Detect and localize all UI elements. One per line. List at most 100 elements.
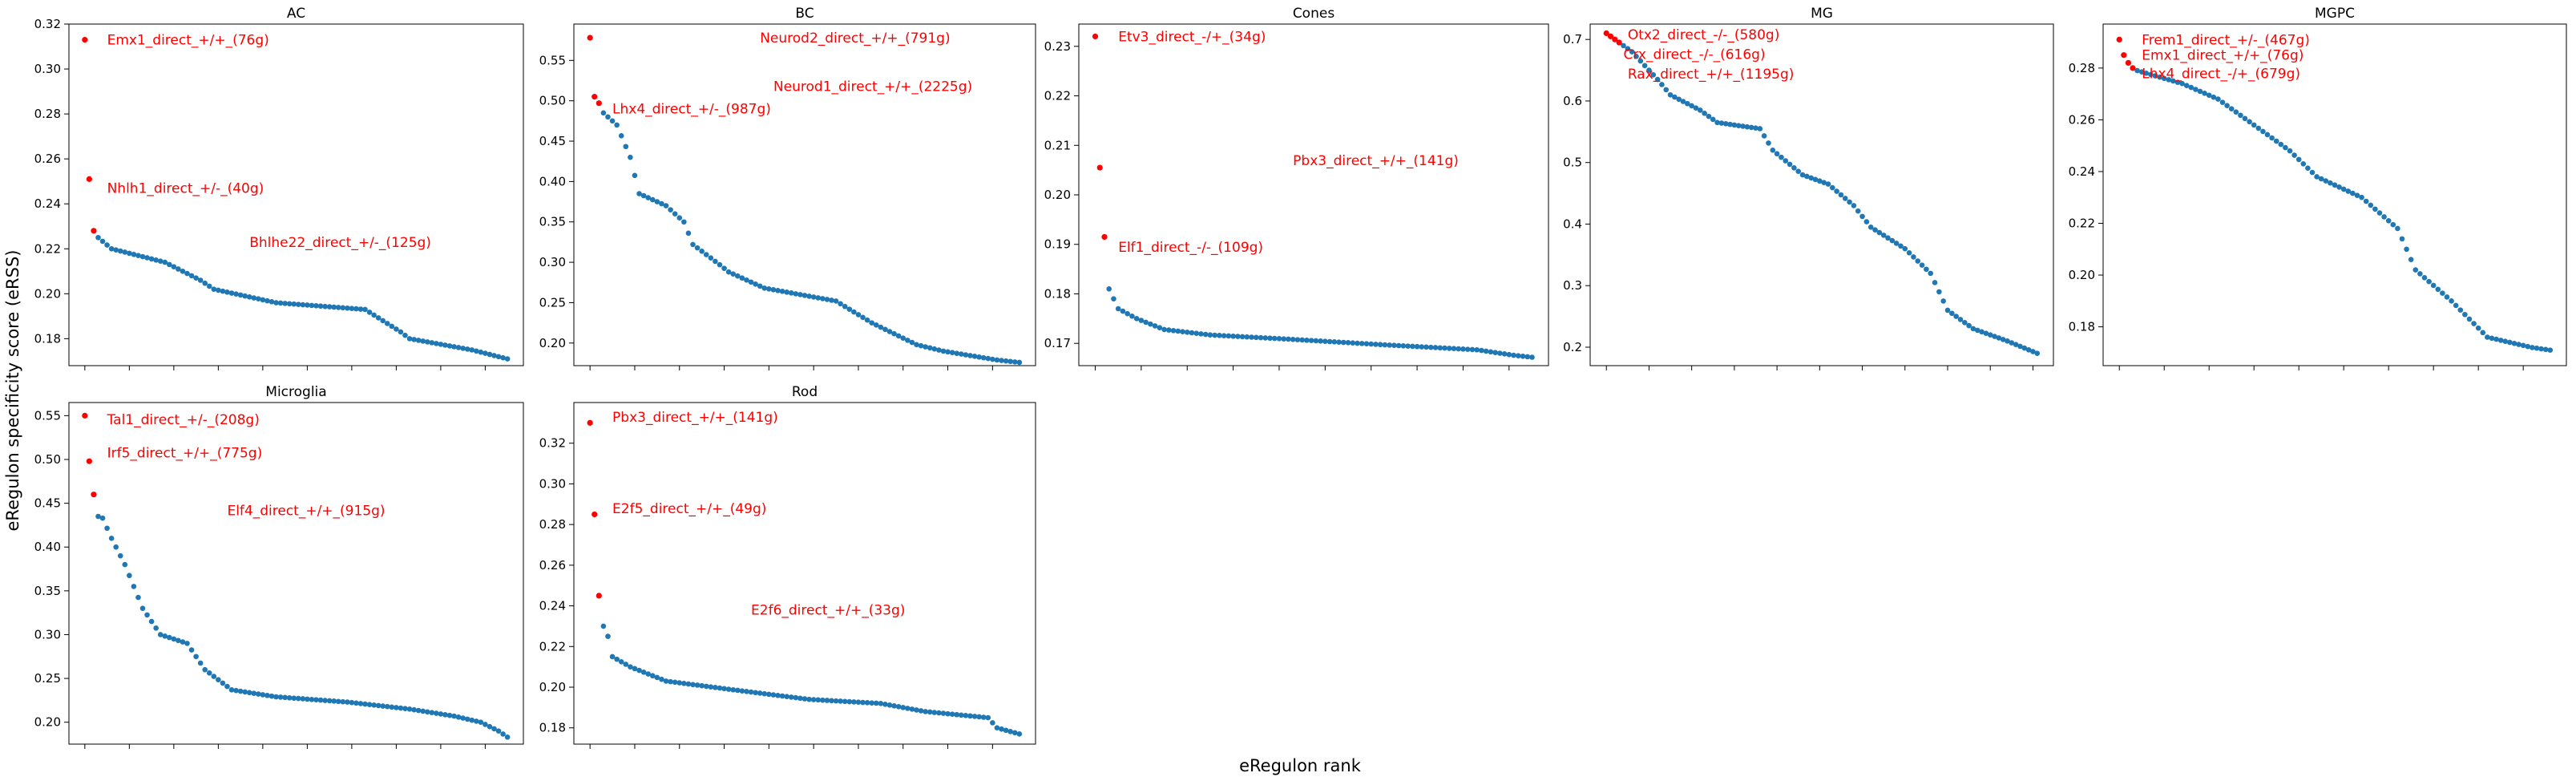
data-point (886, 329, 893, 334)
regulon-annotation: Nhlh1_direct_+/-_(40g) (107, 181, 264, 197)
data-point (846, 306, 853, 312)
data-point (117, 552, 123, 559)
panel-ac: AC 0.18 0.20 0.22 0.24 0.26 0.28 0.30 0.32 Emx1_d… (34, 6, 524, 370)
data-point (220, 680, 226, 686)
data-point (157, 258, 164, 264)
data-point (900, 705, 906, 710)
data-point (2332, 182, 2338, 188)
data-point (362, 701, 368, 707)
data-point (1483, 348, 1489, 354)
data-point (242, 689, 248, 695)
data-point (1345, 340, 1351, 346)
data-point (246, 294, 252, 300)
data-point (2179, 80, 2185, 87)
data-point (694, 245, 701, 251)
data-point (438, 711, 444, 717)
data-point (389, 704, 395, 710)
data-point (305, 696, 310, 702)
data-point (1740, 123, 1746, 129)
data-point (402, 332, 408, 338)
data-point (345, 699, 350, 705)
y-axis-label: eRegulon specificity score (eRSS) (3, 250, 22, 532)
data-point (2264, 132, 2271, 138)
y-tick-label: 0.7 (1563, 32, 1582, 47)
data-point (1893, 241, 1900, 246)
highlight-point (2121, 52, 2127, 59)
data-point (793, 291, 799, 297)
data-point (295, 301, 301, 307)
data-point (99, 515, 106, 521)
data-point (676, 215, 683, 221)
data-point (291, 695, 297, 701)
data-point (482, 722, 488, 727)
regulon-annotation: Otx2_direct_-/-_(580g) (1628, 27, 1780, 43)
data-point (2444, 294, 2450, 300)
data-point (963, 352, 969, 358)
data-point (500, 354, 506, 361)
data-point (434, 710, 439, 716)
data-point (699, 249, 705, 254)
data-point (148, 618, 155, 625)
highlight-point (82, 412, 88, 419)
highlight-point (86, 458, 92, 464)
y-tick-label: 0.35 (539, 215, 566, 229)
data-point (668, 678, 673, 685)
data-point (730, 686, 737, 693)
data-point (2260, 128, 2266, 135)
panel-rod: Rod 0.18 0.20 0.22 0.24 0.26 0.28 0.30 0.32 Pbx3_… (539, 384, 1036, 749)
data-point (1928, 270, 1934, 277)
data-point (251, 690, 257, 696)
plot-frame (68, 402, 524, 745)
data-point (1983, 330, 1989, 337)
y-tick-label: 0.28 (2069, 61, 2095, 75)
data-point (224, 289, 230, 295)
data-point (878, 324, 884, 330)
data-point (282, 694, 288, 701)
data-point (1115, 306, 1121, 312)
data-point (1276, 336, 1282, 342)
data-point (313, 303, 319, 309)
data-point (1787, 161, 1793, 168)
data-point (113, 544, 119, 550)
data-point (815, 697, 822, 703)
data-point (824, 297, 830, 302)
data-point (1821, 180, 1827, 185)
data-point (1492, 350, 1498, 355)
data-point (614, 122, 620, 128)
data-point (761, 285, 768, 291)
y-tick-label: 0.30 (34, 627, 61, 641)
data-point (451, 713, 457, 719)
data-point (1689, 103, 1694, 109)
data-point (242, 293, 248, 299)
data-point (1184, 330, 1190, 335)
panel-title: BC (795, 6, 814, 22)
data-point (1161, 326, 1167, 333)
data-point (1629, 49, 1635, 55)
panel-title: MG (1811, 6, 1833, 22)
data-point (864, 317, 870, 323)
data-point (2485, 334, 2490, 340)
data-point (1129, 313, 1135, 319)
highlight-point (592, 511, 598, 518)
y-tick-label: 0.4 (1563, 216, 1582, 231)
data-point (1817, 178, 1823, 184)
data-point (1961, 319, 1968, 326)
data-point (654, 674, 660, 681)
data-point (295, 695, 301, 702)
data-point (2408, 257, 2414, 262)
data-point (197, 277, 204, 283)
data-point (1885, 235, 1891, 241)
regulon-annotation: Bhlhe22_direct_+/-_(125g) (249, 235, 431, 251)
data-point (1152, 323, 1158, 329)
data-point (1663, 87, 1670, 93)
regulon-annotation: Frem1_direct_+/-_(467g) (2142, 32, 2310, 48)
data-point (216, 677, 221, 683)
data-point (744, 689, 749, 694)
data-point (237, 688, 244, 694)
data-point (2309, 169, 2316, 176)
data-point (1834, 188, 1839, 194)
data-point (2233, 109, 2239, 115)
data-point (681, 219, 687, 225)
data-point (2421, 274, 2428, 281)
data-point (415, 338, 422, 343)
